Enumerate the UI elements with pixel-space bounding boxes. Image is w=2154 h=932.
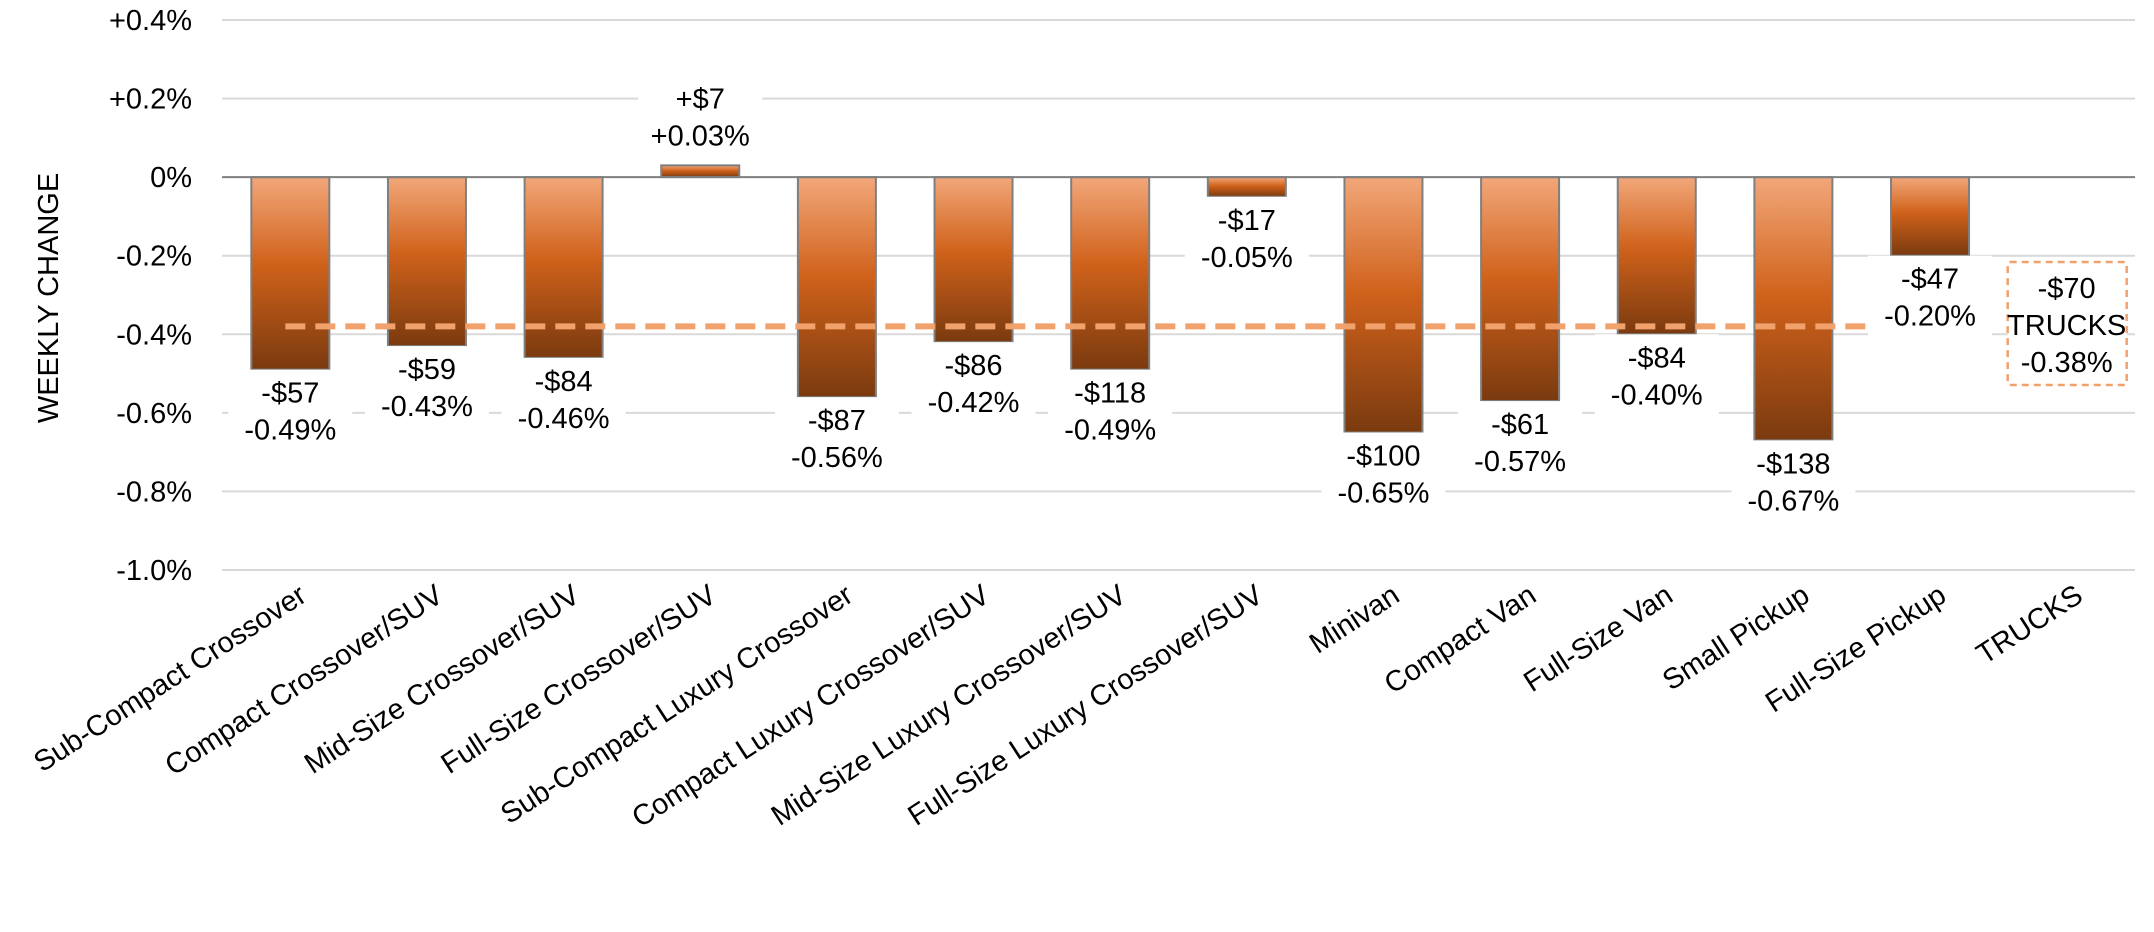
data-label-text: +$7	[676, 83, 725, 115]
data-label: -$57 -0.49%	[228, 369, 353, 452]
data-label-background	[1868, 255, 1993, 338]
bar	[1206, 176, 1287, 198]
data-label-background	[911, 342, 1036, 425]
data-label-background	[1048, 369, 1173, 452]
bars	[250, 164, 1971, 442]
y-tick-label: +0.4%	[109, 5, 192, 37]
data-label: -$100 -0.65%	[1321, 432, 1446, 515]
bar	[1480, 176, 1561, 403]
data-label-text: -$86	[945, 350, 1003, 382]
data-label-background	[1184, 196, 1309, 279]
data-label-text: -$84	[1628, 342, 1686, 374]
data-label: -$17 -0.05%	[1184, 196, 1309, 279]
data-label: -$84 -0.40%	[1594, 334, 1719, 417]
data-label-background	[364, 346, 489, 429]
x-tick-label: Minivan	[1304, 579, 1405, 660]
bar	[523, 176, 604, 359]
summary-label: -$70	[2038, 273, 2096, 305]
data-label-text: -$87	[808, 405, 866, 437]
data-label-background	[1458, 401, 1583, 484]
data-label-text: -$118	[1074, 378, 1146, 410]
data-label: -$118 -0.49%	[1048, 369, 1173, 452]
data-label-text: -$59	[398, 354, 456, 386]
y-tick-label: -0.4%	[116, 319, 192, 351]
bar	[933, 176, 1014, 344]
data-labels: -$57 -0.49% -$59 -0.43% -$84 -0.46% +$7 +0.03% -…	[228, 75, 1993, 523]
data-label-text: -0.40%	[1611, 379, 1703, 411]
x-tick-label: Compact Van	[1379, 579, 1542, 700]
y-tick-label: -0.6%	[116, 398, 192, 430]
data-label-background	[501, 357, 626, 440]
bar	[1070, 176, 1151, 371]
data-label-text: -$47	[1901, 264, 1959, 296]
data-label-text: -0.56%	[791, 442, 883, 474]
data-label-text: -$17	[1218, 205, 1276, 237]
data-label: -$138 -0.67%	[1731, 440, 1856, 523]
data-label-background	[774, 397, 899, 480]
data-label-text: -0.67%	[1747, 485, 1839, 517]
data-label-text: -$138	[1756, 448, 1830, 480]
data-label-text: -0.42%	[928, 387, 1020, 419]
x-tick-label: Full-Size Van	[1518, 579, 1678, 699]
y-tick-label: -1.0%	[116, 555, 192, 587]
data-label-text: -0.46%	[518, 403, 610, 435]
bar	[660, 164, 741, 179]
bar	[250, 176, 331, 371]
data-label: -$84 -0.46%	[501, 357, 626, 440]
data-label-text: -0.43%	[381, 391, 473, 423]
data-label-text: -0.65%	[1338, 478, 1430, 510]
data-label: -$47 -0.20%	[1868, 255, 1993, 338]
bar	[796, 176, 877, 399]
data-label-text: -$84	[535, 366, 593, 398]
y-axis: +0.4% +0.2% 0% -0.2% -0.4% -0.6% -0.8% -1.0%	[109, 5, 192, 587]
data-label-text: -0.57%	[1474, 446, 1566, 478]
data-label-text: -$61	[1491, 409, 1549, 441]
data-label-text: +0.03%	[651, 120, 750, 152]
y-tick-label: -0.8%	[116, 476, 192, 508]
y-tick-label: 0%	[150, 162, 192, 194]
data-label-text: -0.20%	[1884, 301, 1976, 333]
summary-callout: -$70 TRUCKS -0.38%	[2006, 260, 2128, 387]
y-axis-title: WEEKLY CHANGE	[33, 173, 65, 423]
bar	[1616, 176, 1697, 336]
summary-label: TRUCKS	[2007, 310, 2126, 342]
data-label-background	[638, 75, 763, 158]
data-label-background	[1731, 440, 1856, 523]
data-label: +$7 +0.03%	[638, 75, 763, 158]
bar	[1890, 176, 1971, 257]
summary-box-frame	[2006, 260, 2128, 387]
summary-label: -0.38%	[2021, 347, 2113, 379]
data-label: -$61 -0.57%	[1458, 401, 1583, 484]
data-label-background	[228, 369, 353, 452]
data-label: -$87 -0.56%	[774, 397, 899, 480]
data-label: -$59 -0.43%	[364, 346, 489, 429]
data-label-text: -0.49%	[1064, 415, 1156, 447]
data-label-text: -$57	[261, 378, 319, 410]
data-label-text: -0.49%	[244, 415, 336, 447]
x-tick-label: TRUCKS	[1971, 579, 2088, 671]
data-label-text: -$100	[1346, 441, 1420, 473]
data-label: -$86 -0.42%	[911, 342, 1036, 425]
bar	[1343, 176, 1424, 434]
data-label-background	[1594, 334, 1719, 417]
y-tick-label: -0.2%	[116, 241, 192, 273]
data-label-text: -0.05%	[1201, 242, 1293, 274]
bar	[1753, 176, 1834, 442]
bar	[386, 176, 467, 348]
data-label-background	[1321, 432, 1446, 515]
y-tick-label: +0.2%	[109, 84, 192, 116]
